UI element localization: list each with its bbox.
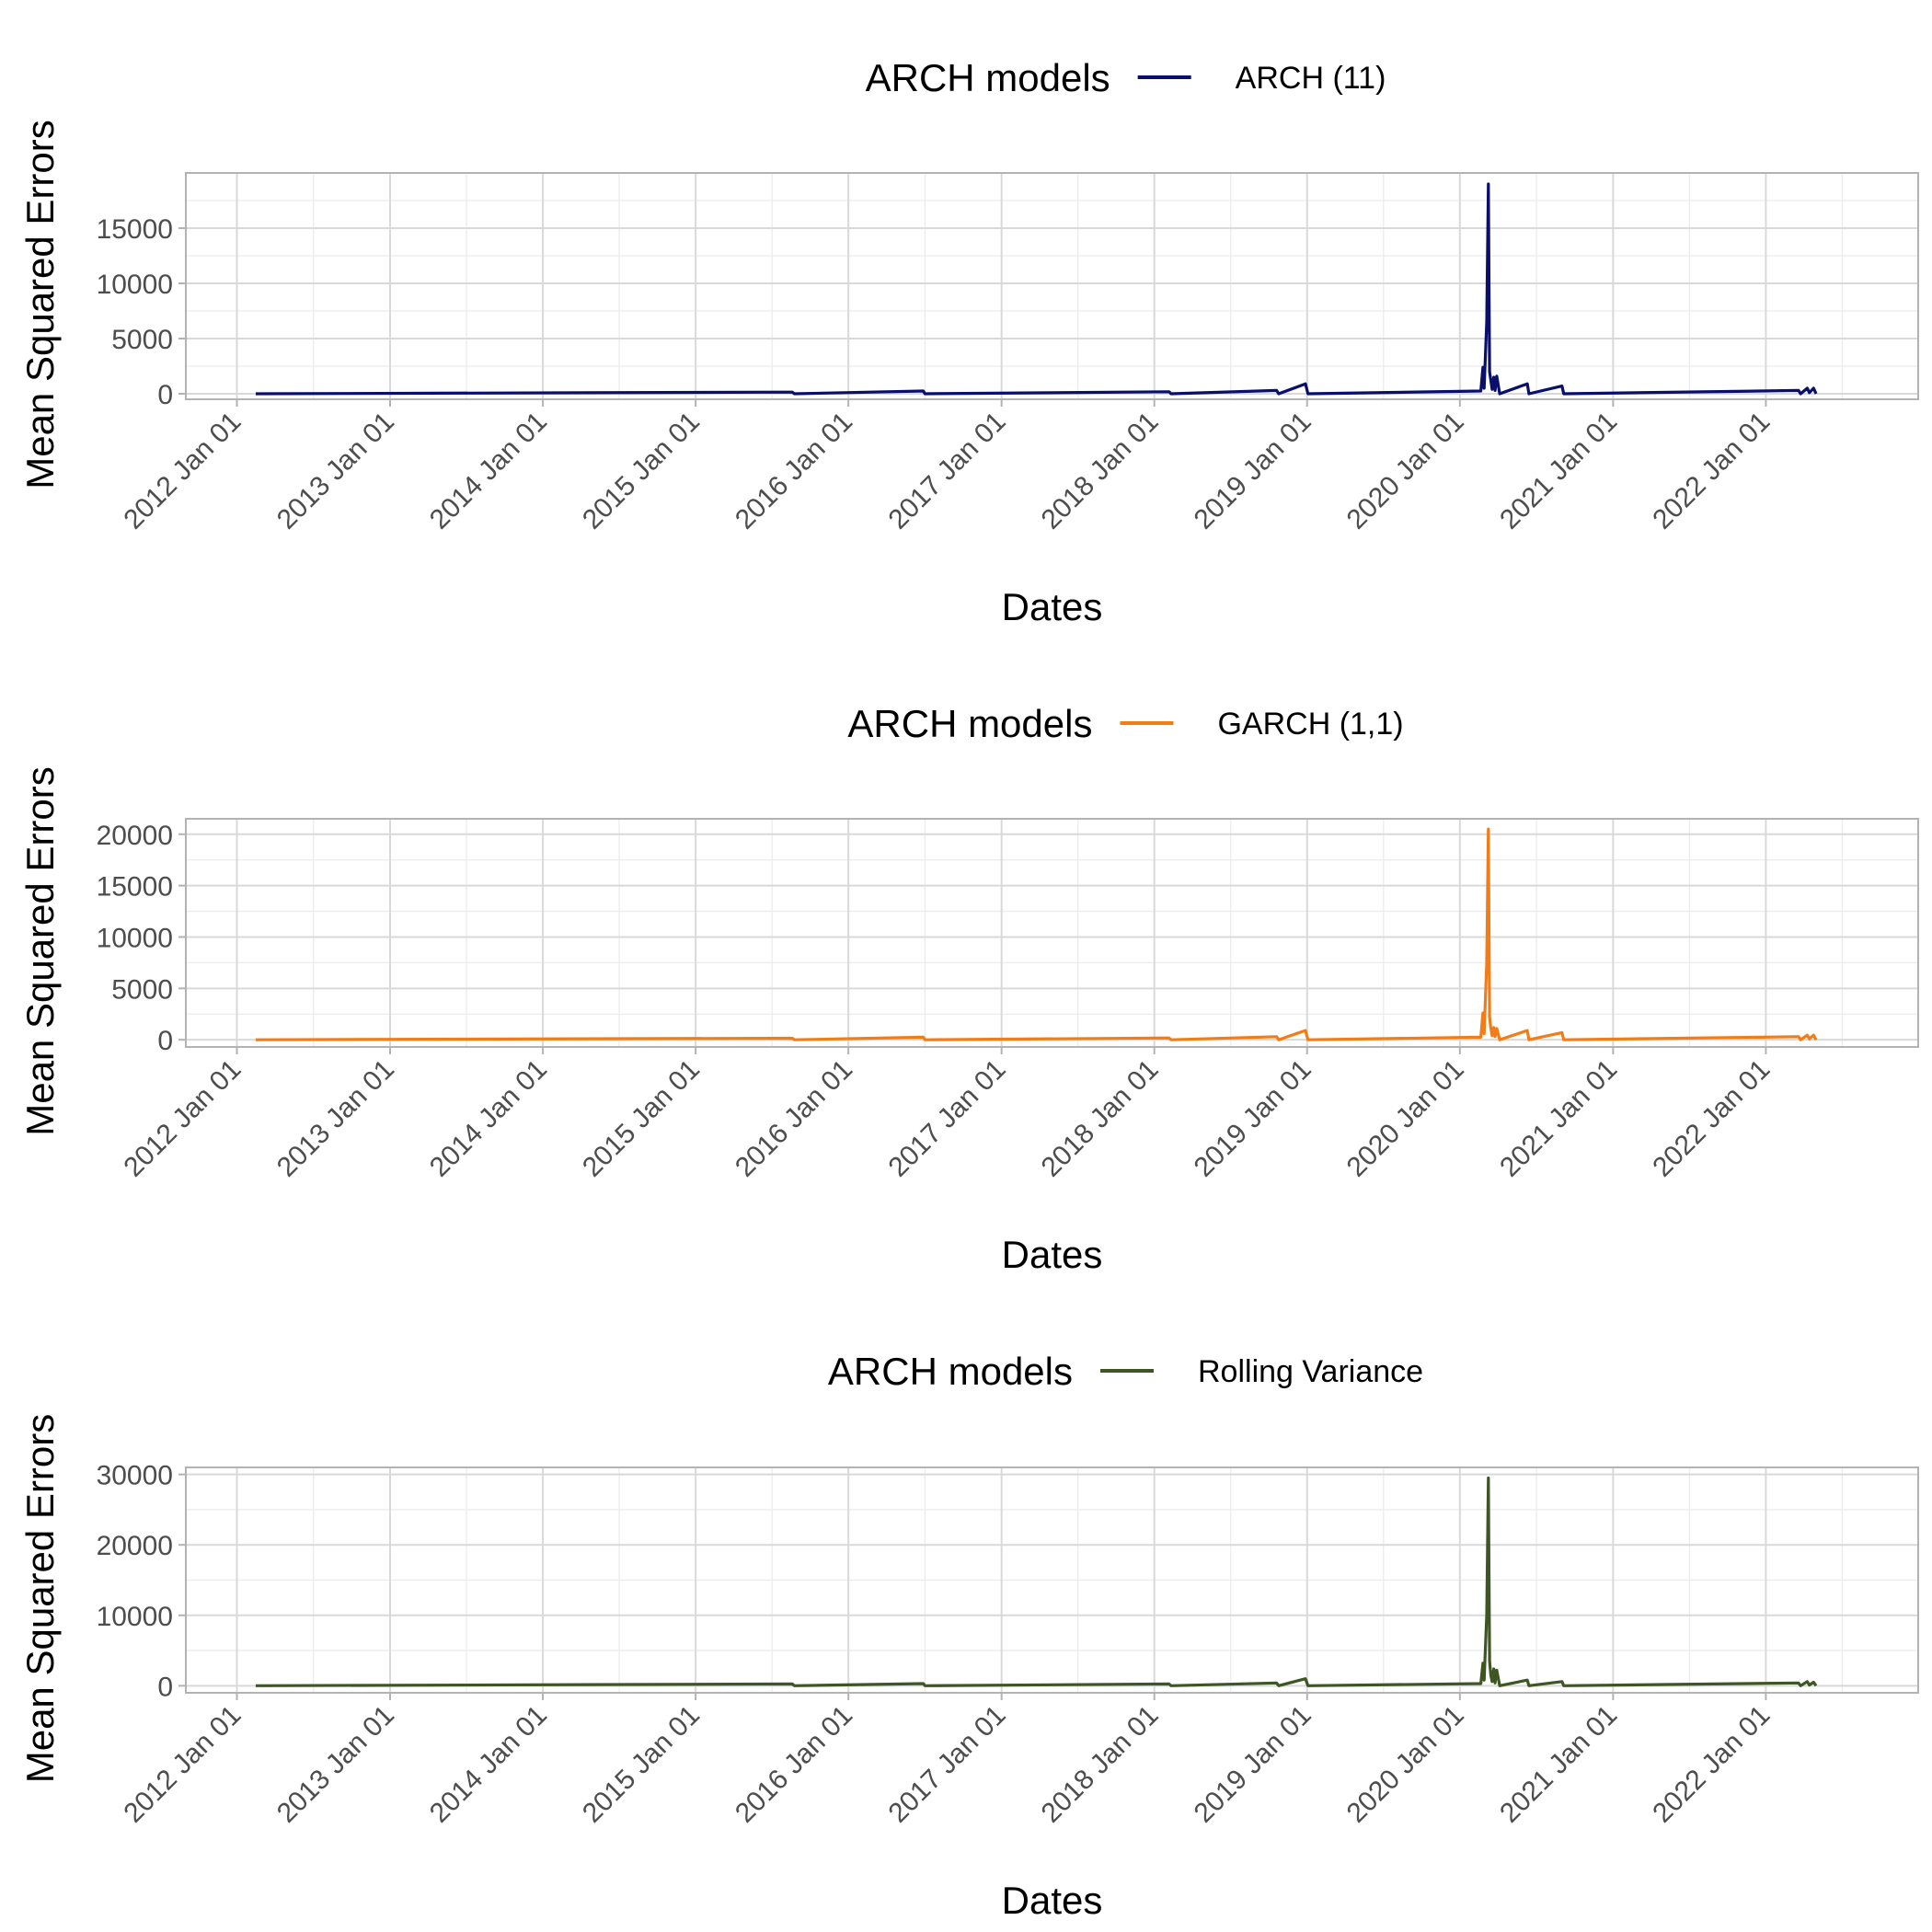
x-tick-label: 2015 Jan 01 xyxy=(577,407,706,535)
x-tick-label: 2022 Jan 01 xyxy=(1647,1700,1776,1829)
legend-label: Rolling Variance xyxy=(1198,1354,1423,1389)
plot-area xyxy=(186,173,1918,399)
legend-title: ARCH models xyxy=(847,702,1092,745)
x-tick-label: 2017 Jan 01 xyxy=(883,1054,1012,1183)
panel-border xyxy=(185,818,1919,1048)
legend-title: ARCH models xyxy=(866,56,1110,99)
x-tick-label: 2020 Jan 01 xyxy=(1341,407,1470,535)
x-tick-label: 2021 Jan 01 xyxy=(1494,1054,1623,1183)
y-tick-label: 10000 xyxy=(97,1602,173,1632)
x-tick-label: 2016 Jan 01 xyxy=(730,1054,858,1183)
x-tick-label: 2014 Jan 01 xyxy=(424,407,553,535)
y-tick-label: 5000 xyxy=(111,974,173,1005)
x-tick-label: 2021 Jan 01 xyxy=(1494,1700,1623,1829)
y-tick-label: 5000 xyxy=(111,325,173,355)
x-tick-label: 2019 Jan 01 xyxy=(1189,1700,1317,1829)
x-tick-label: 2015 Jan 01 xyxy=(577,1700,706,1829)
legend-label: GARCH (1,1) xyxy=(1217,707,1403,742)
legend-label: ARCH (11) xyxy=(1236,61,1386,96)
y-tick-label: 10000 xyxy=(97,923,173,953)
x-tick-label: 2020 Jan 01 xyxy=(1341,1054,1470,1183)
y-axis-title: Mean Squared Errors xyxy=(18,120,62,489)
x-tick-label: 2017 Jan 01 xyxy=(883,407,1012,535)
y-tick-label: 15000 xyxy=(97,214,173,245)
x-tick-label: 2014 Jan 01 xyxy=(424,1054,553,1183)
x-tick-label: 2013 Jan 01 xyxy=(271,407,400,535)
x-tick-label: 2022 Jan 01 xyxy=(1647,407,1776,535)
x-tick-label: 2015 Jan 01 xyxy=(577,1054,706,1183)
x-tick-label: 2014 Jan 01 xyxy=(424,1700,553,1829)
panel-border xyxy=(185,1466,1919,1694)
panel-border xyxy=(185,172,1919,400)
x-tick-label: 2013 Jan 01 xyxy=(271,1054,400,1183)
y-tick-label: 20000 xyxy=(97,1531,173,1561)
x-axis-title: Dates xyxy=(1002,1879,1103,1922)
x-tick-label: 2016 Jan 01 xyxy=(730,407,858,535)
y-tick-label: 0 xyxy=(157,380,173,410)
legend: ARCH models Rolling Variance xyxy=(828,1350,1423,1393)
x-tick-label: 2012 Jan 01 xyxy=(118,1700,247,1829)
y-tick-label: 20000 xyxy=(97,821,173,851)
x-tick-label: 2021 Jan 01 xyxy=(1494,407,1623,535)
x-tick-label: 2019 Jan 01 xyxy=(1189,1054,1317,1183)
y-tick-label: 0 xyxy=(157,1672,173,1702)
x-tick-label: 2016 Jan 01 xyxy=(730,1700,858,1829)
y-tick-label: 30000 xyxy=(97,1461,173,1491)
series-line xyxy=(255,1476,1818,1687)
x-tick-label: 2022 Jan 01 xyxy=(1647,1054,1776,1183)
y-axis-title: Mean Squared Errors xyxy=(18,766,62,1136)
x-tick-label: 2013 Jan 01 xyxy=(271,1700,400,1829)
legend: ARCH models ARCH (11) xyxy=(866,56,1386,99)
series-line xyxy=(255,182,1818,396)
x-tick-label: 2018 Jan 01 xyxy=(1036,1700,1165,1829)
x-tick-label: 2018 Jan 01 xyxy=(1036,407,1165,535)
y-axis-title: Mean Squared Errors xyxy=(18,1414,62,1784)
x-tick-label: 2018 Jan 01 xyxy=(1036,1054,1165,1183)
y-tick-label: 0 xyxy=(157,1026,173,1056)
legend: ARCH models GARCH (1,1) xyxy=(847,702,1403,745)
legend-title: ARCH models xyxy=(828,1350,1073,1393)
x-axis-title: Dates xyxy=(1002,585,1103,628)
y-tick-label: 10000 xyxy=(97,270,173,300)
x-axis-title: Dates xyxy=(1002,1233,1103,1276)
x-tick-label: 2020 Jan 01 xyxy=(1341,1700,1470,1829)
series-line xyxy=(255,827,1818,1041)
x-tick-label: 2019 Jan 01 xyxy=(1189,407,1317,535)
chart-panel: 0 5000 10000 15000 20000 2012 Jan 01 2013 Jan … xyxy=(18,702,1919,1276)
plot-area xyxy=(186,819,1918,1047)
x-tick-label: 2012 Jan 01 xyxy=(118,1054,247,1183)
y-tick-label: 15000 xyxy=(97,872,173,903)
x-tick-label: 2017 Jan 01 xyxy=(883,1700,1012,1829)
x-tick-label: 2012 Jan 01 xyxy=(118,407,247,535)
